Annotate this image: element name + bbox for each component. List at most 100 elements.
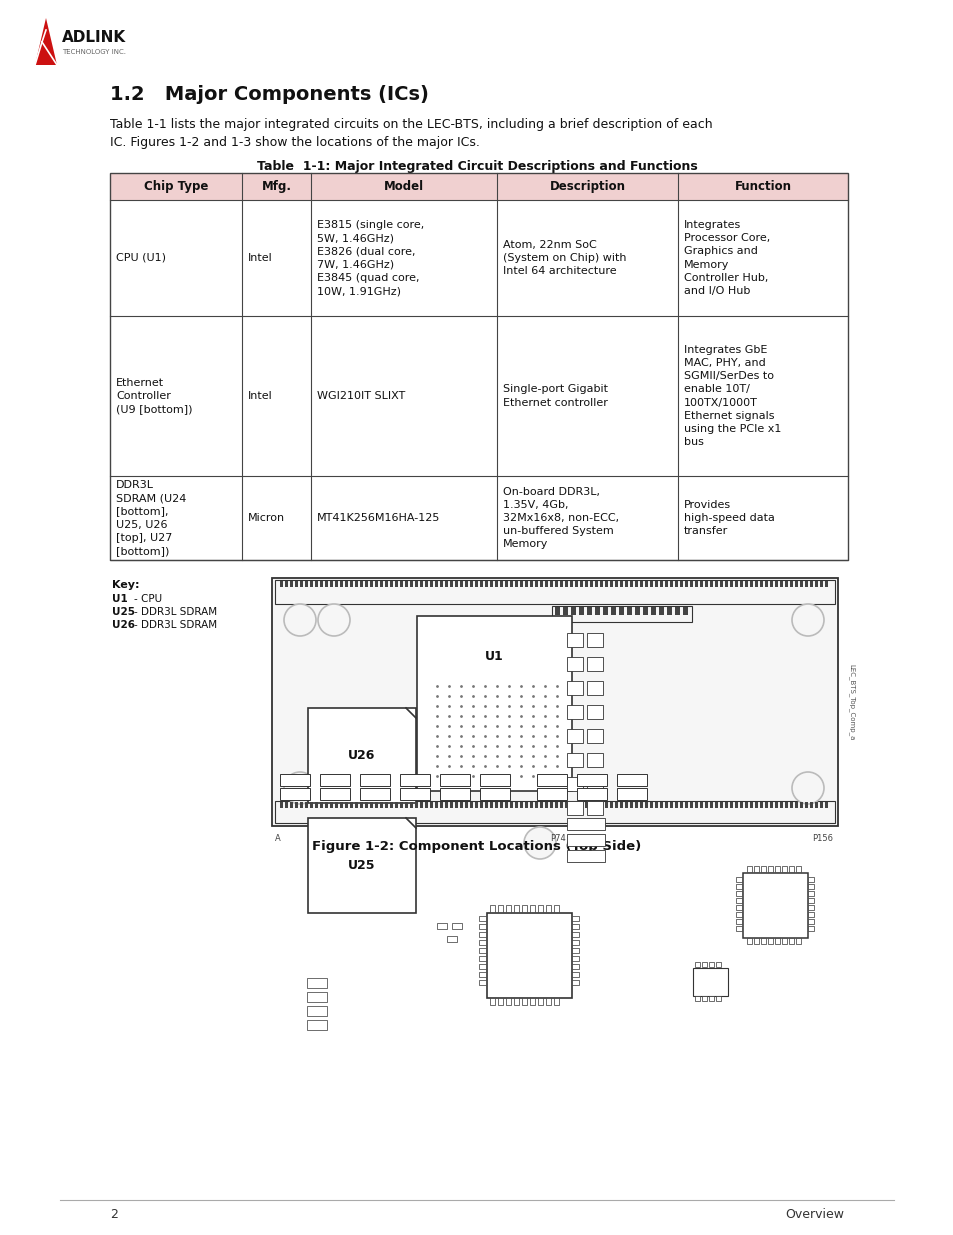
Bar — [435, 802, 437, 808]
Bar — [684, 580, 687, 587]
Bar — [359, 788, 390, 800]
Bar — [539, 802, 542, 808]
Bar — [700, 802, 702, 808]
Bar — [524, 580, 527, 587]
Bar — [299, 580, 303, 587]
Bar — [375, 802, 377, 808]
Bar — [280, 802, 283, 808]
Bar — [478, 924, 485, 929]
Bar — [478, 981, 485, 986]
Bar — [599, 802, 602, 808]
Bar — [290, 580, 293, 587]
Bar — [490, 905, 495, 911]
Bar — [325, 580, 328, 587]
Bar — [807, 905, 813, 910]
Text: Integrates GbE
MAC, PHY, and
SGMII/SerDes to
enable 10T/
100TX/1000T
Ethernet si: Integrates GbE MAC, PHY, and SGMII/SerDe… — [683, 345, 781, 447]
Bar — [746, 866, 751, 872]
Bar — [399, 580, 402, 587]
Bar — [379, 580, 382, 587]
Bar — [450, 580, 453, 587]
Bar — [760, 802, 762, 808]
Bar — [385, 802, 388, 808]
Bar — [586, 753, 602, 767]
Bar — [447, 936, 456, 942]
Bar — [486, 913, 572, 998]
Bar — [495, 580, 497, 587]
Bar — [569, 802, 573, 808]
Bar — [807, 890, 813, 897]
Bar — [390, 580, 393, 587]
Bar — [559, 580, 562, 587]
Bar — [729, 580, 732, 587]
Text: Key:: Key: — [112, 580, 139, 590]
Bar — [659, 580, 662, 587]
Bar — [475, 802, 477, 808]
Text: U26: U26 — [348, 748, 375, 762]
Bar — [350, 802, 353, 808]
Bar — [780, 580, 782, 587]
Bar — [629, 580, 633, 587]
Bar — [619, 802, 622, 808]
Bar — [537, 998, 542, 1005]
Bar — [430, 580, 433, 587]
Bar — [735, 898, 741, 903]
Bar — [735, 905, 741, 910]
Bar — [470, 580, 473, 587]
Bar — [355, 580, 357, 587]
Bar — [644, 580, 647, 587]
Bar — [701, 995, 706, 1002]
Bar — [419, 580, 422, 587]
Bar — [675, 580, 678, 587]
Bar — [635, 580, 638, 587]
Bar — [555, 802, 558, 808]
Bar — [572, 972, 578, 977]
Bar — [505, 905, 511, 911]
Bar — [370, 580, 373, 587]
Bar — [789, 802, 792, 808]
Text: - DDR3L SDRAM: - DDR3L SDRAM — [133, 620, 217, 630]
Bar — [370, 802, 373, 808]
Bar — [774, 802, 778, 808]
Bar — [734, 580, 738, 587]
Bar — [310, 580, 313, 587]
Bar — [629, 802, 633, 808]
Bar — [514, 998, 518, 1005]
Bar — [749, 580, 752, 587]
Text: On-board DDR3L,
1.35V, 4Gb,
32Mx16x8, non-ECC,
un-buffered System
Memory: On-board DDR3L, 1.35V, 4Gb, 32Mx16x8, no… — [502, 487, 618, 550]
Bar — [519, 802, 522, 808]
Bar — [701, 962, 706, 967]
Bar — [307, 1020, 327, 1030]
Bar — [669, 580, 672, 587]
Bar — [824, 802, 827, 808]
Bar — [740, 580, 742, 587]
Bar — [399, 802, 402, 808]
Bar — [514, 905, 518, 911]
Bar — [544, 580, 547, 587]
Bar — [554, 998, 558, 1005]
Bar — [280, 774, 310, 785]
Bar — [724, 802, 727, 808]
Bar — [464, 580, 468, 587]
Bar — [335, 802, 337, 808]
Bar — [524, 802, 527, 808]
Bar — [479, 580, 482, 587]
Bar — [395, 580, 397, 587]
Bar — [794, 580, 797, 587]
Text: P156: P156 — [811, 834, 832, 844]
Bar — [339, 802, 343, 808]
Bar — [515, 580, 517, 587]
Bar — [330, 580, 333, 587]
Bar — [566, 680, 582, 695]
Bar — [285, 802, 288, 808]
Text: Micron: Micron — [248, 513, 285, 522]
Bar — [649, 802, 652, 808]
Bar — [274, 580, 834, 604]
Bar — [390, 802, 393, 808]
Bar — [555, 580, 558, 587]
Bar — [734, 802, 738, 808]
Bar — [804, 580, 807, 587]
Bar — [566, 634, 582, 647]
Bar — [754, 802, 758, 808]
Bar — [749, 802, 752, 808]
Bar — [475, 580, 477, 587]
